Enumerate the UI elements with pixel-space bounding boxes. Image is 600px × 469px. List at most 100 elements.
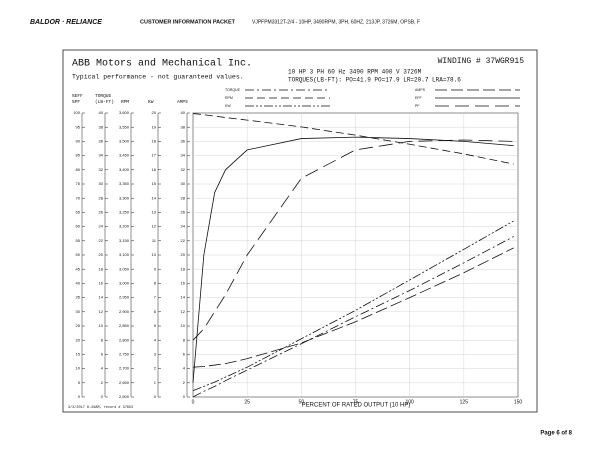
y-tick-label: 2,900 <box>119 309 130 314</box>
note: 3/3/2017 8:29AM, record # 37853 <box>68 405 133 410</box>
y-tick-label: 30 <box>99 181 104 186</box>
y-tick-label: 45 <box>76 266 81 271</box>
y-tick-label: 65 <box>76 209 81 214</box>
y-tick-label: 20 <box>152 110 157 115</box>
series-line <box>192 247 514 368</box>
y-tick-label: 80 <box>76 167 81 172</box>
y-tick-label: 2,850 <box>119 323 130 328</box>
y-tick-label: 1 <box>154 380 157 385</box>
y-tick-label: 5 <box>154 323 157 328</box>
y-tick-label: 18 <box>181 266 186 271</box>
y-tick-label: 4 <box>183 366 186 371</box>
y-tick-label: 8 <box>101 337 104 342</box>
y-tick-label: 100 <box>73 110 80 115</box>
y-tick-label: 13 <box>152 209 157 214</box>
axis-header: RPM <box>121 99 129 105</box>
axis-header: %EFF <box>72 93 83 99</box>
y-tick-label: 60 <box>76 224 81 229</box>
x-axis-label: PERCENT OF RATED OUTPUT (10 HP) <box>302 403 411 409</box>
y-tick-label: 25 <box>76 323 81 328</box>
y-tick-label: 26 <box>181 209 186 214</box>
y-tick-label: 10 <box>99 323 104 328</box>
y-tick-label: 40 <box>181 110 186 115</box>
y-tick-label: 2 <box>154 366 157 371</box>
y-tick-label: 36 <box>181 138 186 143</box>
y-tick-label: 14 <box>99 295 104 300</box>
series-line <box>192 220 514 391</box>
y-tick-label: 30 <box>76 309 81 314</box>
y-tick-label: 14 <box>152 195 157 200</box>
chart-title: ABB Motors and Mechanical Inc. <box>72 58 252 70</box>
x-tick-label: 150 <box>514 399 523 405</box>
y-tick-label: 34 <box>99 153 104 158</box>
legend-label: TORQUE <box>225 88 241 92</box>
y-tick-label: 38 <box>181 124 186 129</box>
y-tick-label: 70 <box>76 195 81 200</box>
y-tick-label: 24 <box>99 224 104 229</box>
series-line <box>192 236 514 398</box>
y-tick-label: 11 <box>152 238 157 243</box>
y-tick-label: 3,250 <box>119 209 130 214</box>
y-tick-label: 4 <box>154 337 157 342</box>
y-tick-label: 3,600 <box>119 110 130 115</box>
y-tick-label: 6 <box>183 351 186 356</box>
y-tick-label: 10 <box>152 252 157 257</box>
y-tick-label: 0 <box>183 394 186 399</box>
y-tick-label: 40 <box>99 110 104 115</box>
y-tick-label: 8 <box>183 337 186 342</box>
y-tick-label: 3,300 <box>119 195 130 200</box>
y-tick-label: 16 <box>99 280 104 285</box>
y-tick-label: 2,600 <box>119 394 130 399</box>
winding: WINDING # 37WGR915 <box>438 57 525 66</box>
axis-header: %PF <box>72 99 80 105</box>
y-tick-label: 2 <box>101 380 104 385</box>
y-tick-label: 12 <box>181 309 186 314</box>
torques: TORQUES(LB-FT): PO=41.9 PO=17.9 LR=20.7 … <box>288 77 461 84</box>
axis-header: (LB-FT) <box>95 99 114 105</box>
y-tick-label: 55 <box>76 238 81 243</box>
page-number: Page 6 of 8 <box>540 431 572 437</box>
y-tick-label: 22 <box>181 238 186 243</box>
x-tick-label: 125 <box>460 399 469 405</box>
y-tick-label: 0 <box>101 394 104 399</box>
legend-label: PF <box>415 104 419 108</box>
y-tick-label: 2,650 <box>119 380 130 385</box>
y-tick-label: 32 <box>99 167 104 172</box>
y-tick-label: 6 <box>101 351 104 356</box>
x-tick-label: 100 <box>405 399 414 405</box>
y-tick-label: 12 <box>152 224 157 229</box>
doc-title: CUSTOMER INFORMATION PACKET <box>140 19 236 25</box>
y-tick-label: 3,450 <box>119 153 130 158</box>
y-tick-label: 3,500 <box>119 138 130 143</box>
specs: 10 HP 3 PH 60 Hz 3490 RPM 400 V 3726M <box>288 69 422 76</box>
x-tick-label: 25 <box>244 399 250 405</box>
series-line <box>192 113 514 165</box>
y-tick-label: 3,200 <box>119 224 130 229</box>
y-tick-label: 40 <box>76 280 81 285</box>
legend-label: RPM <box>225 96 233 100</box>
legend-label: KW <box>225 104 231 108</box>
y-tick-label: 3,350 <box>119 181 130 186</box>
y-tick-label: 35 <box>76 295 81 300</box>
subtitle: Typical performance - not guaranteed val… <box>72 74 244 81</box>
y-tick-label: 0 <box>154 394 157 399</box>
y-tick-label: 38 <box>99 124 104 129</box>
y-tick-label: 12 <box>99 309 104 314</box>
y-tick-label: 95 <box>76 124 81 129</box>
y-tick-label: 50 <box>76 252 81 257</box>
y-tick-label: 3,050 <box>119 266 130 271</box>
y-tick-label: 7 <box>154 295 157 300</box>
y-tick-label: 19 <box>152 124 157 129</box>
y-tick-label: 3,000 <box>119 280 130 285</box>
y-tick-label: 18 <box>99 266 104 271</box>
y-tick-label: 28 <box>181 195 186 200</box>
y-tick-label: 20 <box>181 252 186 257</box>
y-tick-label: 26 <box>99 209 104 214</box>
y-tick-label: 14 <box>181 295 186 300</box>
axis-header: KW <box>148 99 154 105</box>
y-tick-label: 75 <box>76 181 81 186</box>
y-tick-label: 0 <box>78 394 81 399</box>
y-tick-label: 30 <box>181 181 186 186</box>
y-tick-label: 15 <box>76 351 81 356</box>
